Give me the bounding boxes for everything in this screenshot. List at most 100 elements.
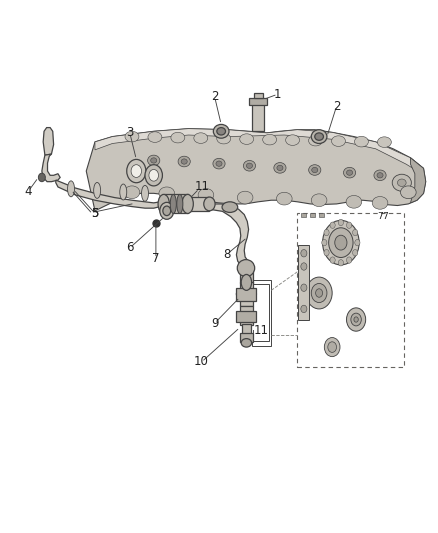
Ellipse shape [311, 284, 327, 303]
Text: 11: 11 [254, 324, 269, 337]
Ellipse shape [198, 189, 214, 201]
Ellipse shape [301, 284, 307, 292]
Ellipse shape [241, 274, 252, 290]
Ellipse shape [237, 260, 254, 277]
Ellipse shape [377, 173, 383, 178]
Ellipse shape [346, 308, 366, 331]
Ellipse shape [335, 235, 347, 250]
Bar [301, 213, 307, 217]
Ellipse shape [311, 194, 327, 207]
Ellipse shape [181, 159, 187, 164]
Polygon shape [42, 154, 60, 182]
Bar [297, 214, 404, 367]
Ellipse shape [127, 159, 146, 183]
Ellipse shape [324, 249, 329, 256]
Text: 8: 8 [223, 248, 230, 261]
Ellipse shape [217, 127, 226, 135]
Text: 7: 7 [377, 212, 383, 221]
Ellipse shape [217, 133, 231, 144]
Ellipse shape [355, 239, 360, 246]
Ellipse shape [158, 195, 170, 214]
Ellipse shape [338, 219, 343, 225]
Ellipse shape [276, 192, 292, 205]
Ellipse shape [315, 133, 323, 140]
Ellipse shape [170, 195, 177, 214]
Ellipse shape [346, 196, 362, 208]
Ellipse shape [177, 195, 183, 214]
Bar [250, 99, 267, 105]
Ellipse shape [301, 263, 307, 270]
Ellipse shape [353, 229, 358, 236]
Bar [319, 213, 324, 217]
Bar [237, 288, 256, 301]
Ellipse shape [145, 165, 162, 186]
Text: 5: 5 [91, 207, 99, 220]
Ellipse shape [372, 197, 388, 209]
Ellipse shape [125, 131, 139, 142]
Bar [252, 102, 264, 131]
Text: 6: 6 [126, 241, 134, 254]
Ellipse shape [346, 222, 352, 228]
Ellipse shape [244, 160, 255, 171]
Ellipse shape [141, 185, 148, 201]
Ellipse shape [392, 174, 411, 191]
Ellipse shape [213, 124, 229, 138]
Ellipse shape [237, 191, 253, 204]
Ellipse shape [277, 165, 283, 171]
Text: 7: 7 [382, 212, 388, 221]
Ellipse shape [301, 305, 307, 313]
Bar [187, 197, 209, 211]
Bar [240, 306, 253, 325]
Ellipse shape [309, 165, 321, 175]
Ellipse shape [216, 161, 222, 166]
Ellipse shape [171, 132, 185, 143]
Ellipse shape [306, 277, 332, 309]
Ellipse shape [204, 197, 215, 211]
Ellipse shape [67, 181, 74, 197]
Text: 2: 2 [211, 90, 219, 103]
Ellipse shape [237, 287, 256, 301]
Ellipse shape [328, 228, 353, 257]
Ellipse shape [194, 133, 208, 143]
Ellipse shape [39, 173, 46, 182]
Ellipse shape [354, 317, 358, 322]
Ellipse shape [240, 134, 254, 144]
Bar [240, 333, 253, 342]
Ellipse shape [343, 167, 356, 178]
Ellipse shape [397, 179, 406, 187]
Polygon shape [410, 158, 426, 203]
Ellipse shape [330, 222, 335, 228]
Ellipse shape [332, 136, 346, 147]
Ellipse shape [213, 158, 225, 169]
Ellipse shape [330, 257, 335, 263]
Ellipse shape [328, 342, 336, 352]
Ellipse shape [241, 338, 252, 347]
Ellipse shape [301, 249, 307, 257]
Ellipse shape [311, 130, 327, 143]
Text: 1: 1 [274, 87, 282, 101]
Text: 2: 2 [333, 100, 340, 113]
Ellipse shape [131, 165, 141, 177]
Ellipse shape [351, 313, 361, 326]
Polygon shape [56, 180, 160, 208]
Ellipse shape [159, 187, 175, 200]
Bar [240, 268, 253, 284]
Ellipse shape [316, 289, 322, 297]
Ellipse shape [322, 239, 327, 246]
Polygon shape [43, 127, 53, 155]
Ellipse shape [324, 337, 340, 357]
Polygon shape [209, 204, 252, 269]
Ellipse shape [354, 136, 368, 147]
Ellipse shape [338, 260, 343, 266]
Polygon shape [86, 128, 426, 211]
Polygon shape [95, 128, 424, 172]
Ellipse shape [182, 195, 193, 214]
Ellipse shape [148, 155, 160, 166]
Ellipse shape [309, 135, 322, 146]
Ellipse shape [400, 186, 416, 199]
Ellipse shape [274, 163, 286, 173]
Text: 9: 9 [211, 317, 219, 330]
Text: 10: 10 [194, 356, 209, 368]
Ellipse shape [346, 257, 352, 263]
Ellipse shape [374, 170, 386, 181]
